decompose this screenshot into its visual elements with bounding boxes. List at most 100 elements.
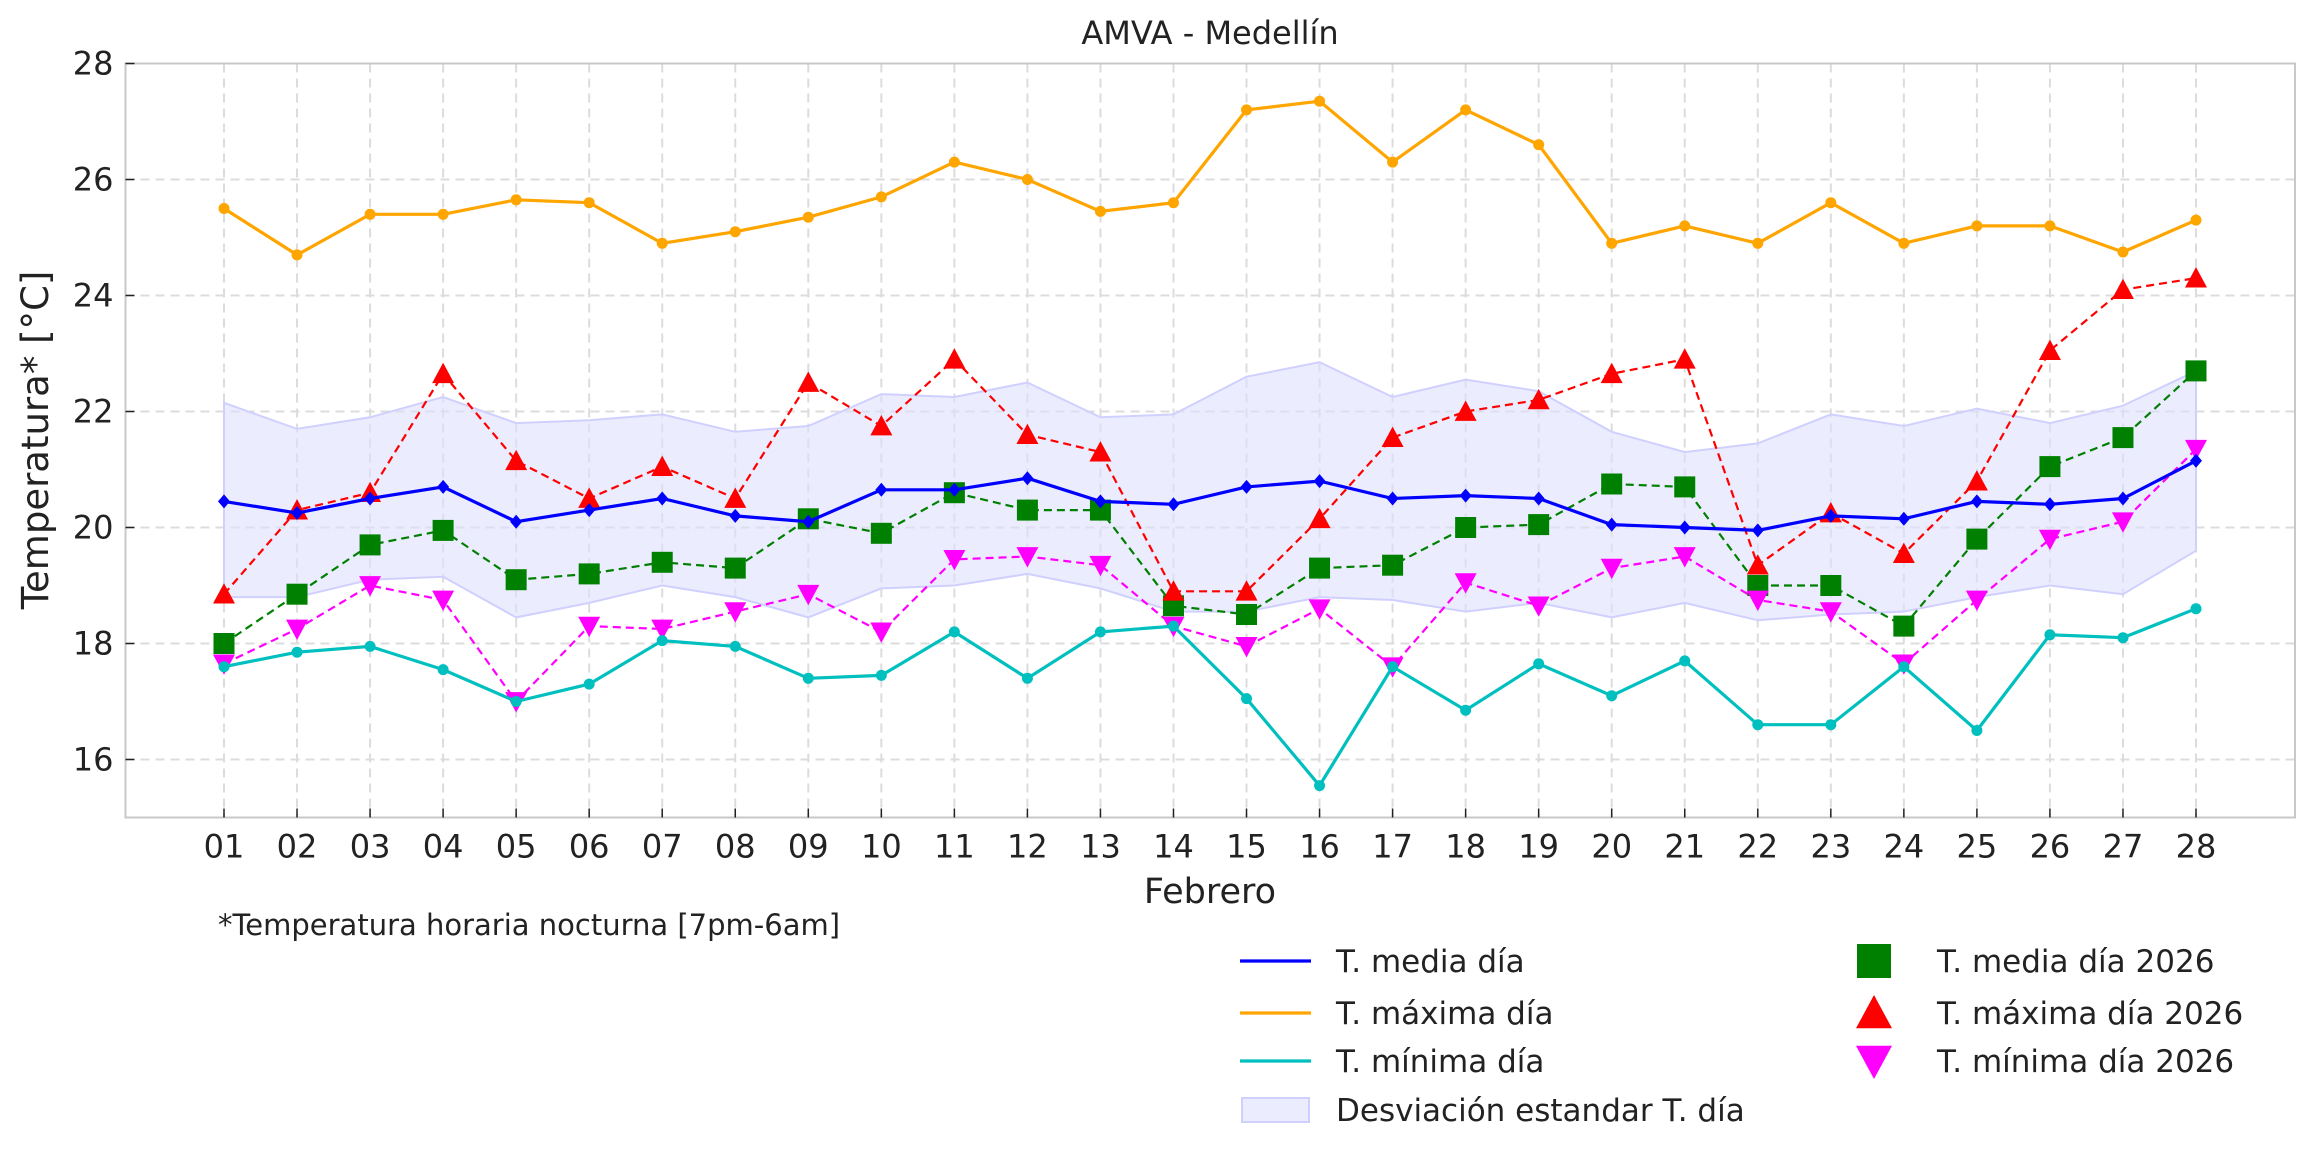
data-point-circle xyxy=(1752,719,1764,731)
data-point-circle xyxy=(364,208,376,220)
data-point-square xyxy=(286,583,308,605)
data-point-circle xyxy=(1387,661,1399,673)
data-point-triangle-up xyxy=(651,455,674,476)
data-point-triangle-down xyxy=(578,616,601,638)
x-tick-label: 22 xyxy=(1737,828,1778,866)
data-point-circle xyxy=(1167,197,1179,209)
data-point-triangle-up xyxy=(1016,423,1039,445)
data-point-circle xyxy=(2044,220,2056,232)
data-point-circle xyxy=(729,640,741,652)
data-point-triangle-up xyxy=(1454,400,1477,421)
legend-label: T. media día xyxy=(1335,944,1525,980)
data-point-diamond xyxy=(364,491,377,506)
data-point-diamond xyxy=(1751,523,1764,538)
x-tick-label: 26 xyxy=(2030,828,2071,866)
data-point-circle xyxy=(364,640,376,652)
data-point-triangle-up xyxy=(1527,388,1550,410)
data-point-diamond xyxy=(1240,479,1253,494)
data-point-diamond xyxy=(1459,488,1472,503)
legend-label: T. media día 2026 xyxy=(1936,944,2214,980)
legend-swatch-band xyxy=(1241,1097,1310,1123)
x-tick-label: 09 xyxy=(788,828,829,866)
data-point-square xyxy=(1236,604,1258,625)
data-point-triangle-up xyxy=(2185,267,2207,288)
x-tick-label: 02 xyxy=(277,828,318,866)
data-point-triangle-up xyxy=(1162,580,1185,601)
data-point-triangle-up xyxy=(1673,348,1696,369)
data-point-diamond xyxy=(583,503,596,518)
data-point-square xyxy=(1016,499,1038,521)
y-tick-label: 28 xyxy=(73,45,114,83)
data-point-diamond xyxy=(1970,494,1983,509)
data-point-square xyxy=(213,633,235,654)
x-tick-label: 07 xyxy=(642,828,683,866)
data-point-triangle-down xyxy=(1089,555,1112,577)
data-point-triangle-down xyxy=(2038,529,2061,551)
data-point-diamond xyxy=(1605,517,1618,532)
data-point-square xyxy=(1857,944,1891,978)
y-tick-label: 16 xyxy=(73,741,114,779)
data-point-circle xyxy=(510,194,522,206)
data-point-triangle-down xyxy=(2111,512,2134,533)
series-t-m-xima-d-a-2026 xyxy=(213,267,2207,604)
data-point-circle xyxy=(1533,658,1545,670)
data-point-circle xyxy=(948,626,960,638)
data-point-circle xyxy=(1606,237,1618,249)
data-point-triangle-up xyxy=(2038,339,2061,360)
x-tick-label: 15 xyxy=(1226,828,1267,866)
data-point-triangle-down xyxy=(1527,596,1550,617)
data-point-square xyxy=(359,534,381,556)
plot-frame xyxy=(124,62,2296,819)
data-point-triangle-down xyxy=(1673,547,1696,568)
x-axis-label: Febrero xyxy=(1144,872,1276,912)
data-point-circle xyxy=(583,678,595,690)
data-point-circle xyxy=(875,669,887,681)
data-point-square xyxy=(2039,456,2061,478)
data-point-square xyxy=(578,563,600,585)
data-point-square xyxy=(724,557,746,579)
data-point-circle xyxy=(1898,237,1910,249)
data-point-circle xyxy=(1533,139,1545,151)
data-point-circle xyxy=(291,646,303,658)
data-point-triangle-up xyxy=(1089,441,1112,462)
x-tick-label: 23 xyxy=(1810,828,1851,866)
data-point-circle xyxy=(291,249,303,261)
data-point-triangle-up xyxy=(1965,470,1988,491)
x-tick-label: 10 xyxy=(861,828,902,866)
data-point-triangle-up xyxy=(1381,426,1404,447)
data-point-triangle-up xyxy=(1600,362,1623,384)
legend-label: T. mínima día xyxy=(1335,1044,1544,1080)
y-tick-label: 18 xyxy=(73,625,114,663)
data-point-diamond xyxy=(2116,491,2129,506)
x-tick-label: 28 xyxy=(2176,828,2217,866)
data-point-square xyxy=(1966,528,1988,550)
data-point-square xyxy=(1601,473,1623,495)
data-point-diamond xyxy=(1021,471,1034,486)
series-line xyxy=(223,607,2197,789)
legend-label: T. máxima día 2026 xyxy=(1936,996,2243,1032)
x-tick-label: 27 xyxy=(2103,828,2144,866)
data-point-square xyxy=(1455,517,1477,538)
data-point-triangle-up xyxy=(1892,542,1915,563)
data-point-circle xyxy=(1094,205,1106,217)
data-point-circle xyxy=(1314,780,1326,792)
data-point-square xyxy=(432,519,454,541)
x-tick-label: 11 xyxy=(934,828,975,866)
data-point-circle xyxy=(1314,95,1326,107)
data-point-circle xyxy=(1241,104,1253,116)
data-point-circle xyxy=(437,208,449,220)
data-point-triangle-down xyxy=(359,576,382,597)
data-point-circle xyxy=(1460,704,1472,716)
data-point-circle xyxy=(802,211,814,223)
series-line xyxy=(223,99,2197,257)
series-t-m-nima-d-a-2026 xyxy=(213,439,2207,713)
data-point-circle xyxy=(1752,237,1764,249)
data-point-circle xyxy=(1021,174,1033,185)
data-point-diamond xyxy=(802,514,815,529)
data-point-square xyxy=(1528,514,1550,536)
data-point-circle xyxy=(1167,620,1179,632)
data-point-circle xyxy=(510,696,522,707)
x-tick-label: 25 xyxy=(1957,828,1998,866)
data-point-triangle-down xyxy=(432,590,455,611)
data-point-triangle-down xyxy=(1746,590,1769,611)
